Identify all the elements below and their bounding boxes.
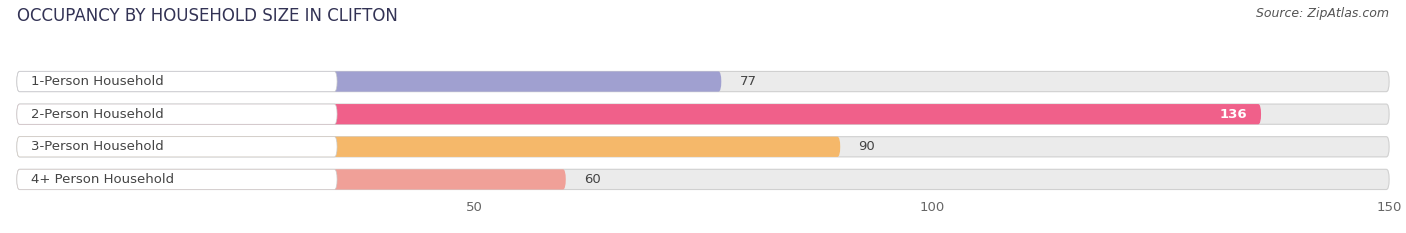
Text: 90: 90	[859, 140, 876, 153]
FancyBboxPatch shape	[17, 72, 1389, 92]
Text: Source: ZipAtlas.com: Source: ZipAtlas.com	[1256, 7, 1389, 20]
FancyBboxPatch shape	[17, 169, 565, 189]
Text: 4+ Person Household: 4+ Person Household	[31, 173, 174, 186]
FancyBboxPatch shape	[17, 137, 841, 157]
Text: 1-Person Household: 1-Person Household	[31, 75, 163, 88]
FancyBboxPatch shape	[17, 169, 337, 189]
FancyBboxPatch shape	[17, 72, 337, 92]
FancyBboxPatch shape	[17, 137, 337, 157]
FancyBboxPatch shape	[17, 137, 1389, 157]
FancyBboxPatch shape	[17, 104, 1389, 124]
Text: 3-Person Household: 3-Person Household	[31, 140, 163, 153]
FancyBboxPatch shape	[17, 104, 1261, 124]
Text: 136: 136	[1219, 108, 1247, 121]
FancyBboxPatch shape	[17, 169, 1389, 189]
Text: 77: 77	[740, 75, 756, 88]
FancyBboxPatch shape	[17, 104, 337, 124]
Text: 2-Person Household: 2-Person Household	[31, 108, 163, 121]
Text: 60: 60	[583, 173, 600, 186]
Text: OCCUPANCY BY HOUSEHOLD SIZE IN CLIFTON: OCCUPANCY BY HOUSEHOLD SIZE IN CLIFTON	[17, 7, 398, 25]
FancyBboxPatch shape	[17, 72, 721, 92]
